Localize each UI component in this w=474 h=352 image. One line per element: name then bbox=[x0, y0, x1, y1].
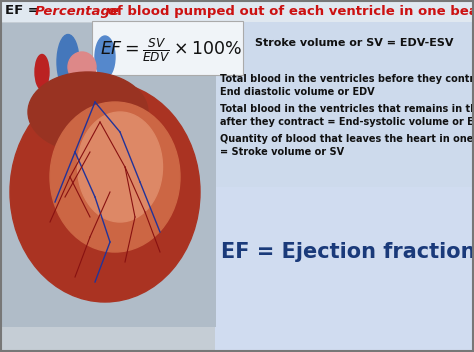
Text: Total blood in the ventricles before they contract =: Total blood in the ventricles before the… bbox=[220, 74, 474, 84]
Text: EF = Ejection fraction: EF = Ejection fraction bbox=[221, 242, 474, 262]
FancyBboxPatch shape bbox=[0, 23, 216, 327]
Text: Stroke volume or SV = EDV-ESV: Stroke volume or SV = EDV-ESV bbox=[255, 38, 454, 48]
Ellipse shape bbox=[57, 34, 79, 89]
Text: = Stroke volume or SV: = Stroke volume or SV bbox=[220, 147, 344, 157]
Text: Percentage: Percentage bbox=[35, 5, 120, 18]
Ellipse shape bbox=[95, 36, 115, 78]
Text: Total blood in the ventricles that remains in the heart: Total blood in the ventricles that remai… bbox=[220, 104, 474, 114]
Ellipse shape bbox=[35, 55, 49, 89]
Text: EF =: EF = bbox=[5, 5, 44, 18]
FancyBboxPatch shape bbox=[92, 21, 243, 75]
Text: $EF = \frac{SV}{EDV} \times 100\%$: $EF = \frac{SV}{EDV} \times 100\%$ bbox=[100, 36, 242, 64]
Ellipse shape bbox=[28, 72, 148, 152]
Ellipse shape bbox=[78, 112, 163, 222]
Text: End diastolic volume or EDV: End diastolic volume or EDV bbox=[220, 87, 374, 97]
FancyBboxPatch shape bbox=[215, 187, 474, 352]
Text: Quantity of blood that leaves the heart in one contraction: Quantity of blood that leaves the heart … bbox=[220, 134, 474, 144]
FancyBboxPatch shape bbox=[215, 0, 474, 352]
Ellipse shape bbox=[10, 82, 200, 302]
Text: after they contract = End-systolic volume or ESV.: after they contract = End-systolic volum… bbox=[220, 117, 474, 127]
Text: of blood pumped out of each ventricle in one beat: of blood pumped out of each ventricle in… bbox=[103, 5, 474, 18]
Ellipse shape bbox=[50, 102, 180, 252]
FancyBboxPatch shape bbox=[0, 0, 474, 22]
Ellipse shape bbox=[68, 52, 96, 82]
